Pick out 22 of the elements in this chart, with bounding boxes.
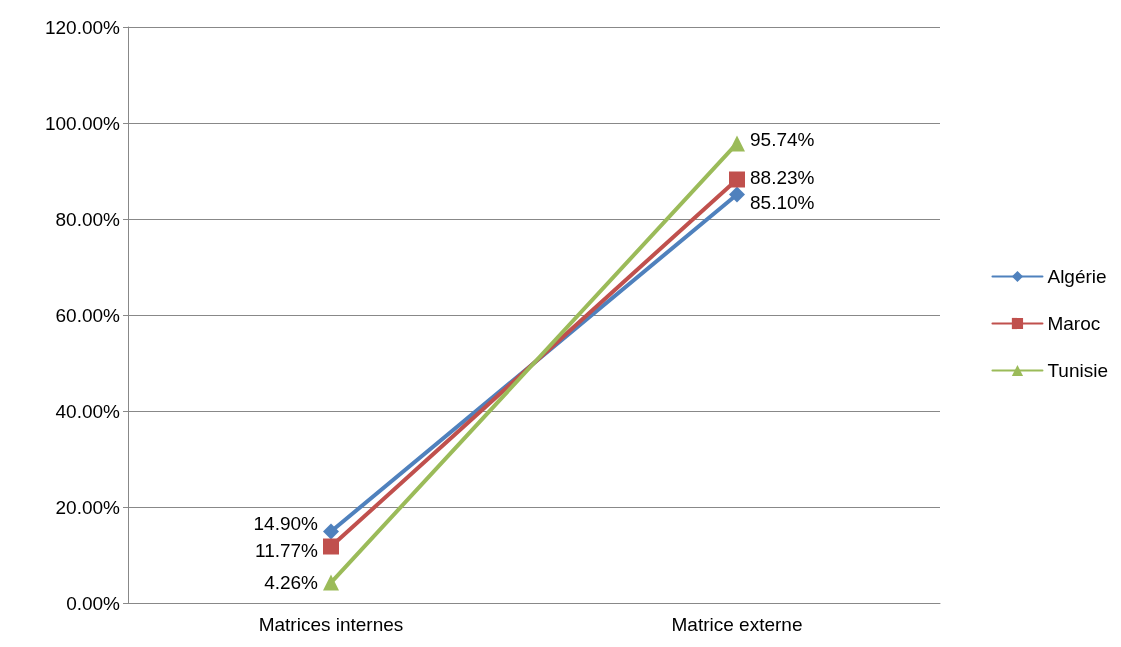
legend-label: Tunisie: [1047, 360, 1108, 381]
data-label: 85.10%: [750, 192, 815, 214]
y-tick-label: 80.00%: [55, 208, 121, 230]
y-tick-label: 100.00%: [44, 112, 121, 134]
x-tick-label: Matrices internes: [258, 614, 404, 635]
y-tick-label: 20.00%: [55, 496, 121, 518]
y-tick-label: 60.00%: [55, 304, 121, 326]
data-label: 14.90%: [253, 512, 319, 534]
data-label: 11.77%: [254, 540, 319, 561]
x-tick-label: Matrice externe: [671, 614, 803, 635]
y-tick-label: 120.00%: [44, 16, 121, 38]
y-tick-label: 0.00%: [66, 592, 121, 614]
point: [729, 186, 745, 203]
data-label: 4.26%: [264, 572, 319, 594]
legend-label: Algérie: [1047, 266, 1107, 287]
point: [323, 523, 339, 540]
data-label: 95.74%: [750, 128, 815, 150]
data-label: 88.23%: [750, 167, 815, 188]
point: [323, 538, 339, 555]
legend-label: Maroc: [1047, 313, 1101, 334]
y-tick-label: 40.00%: [55, 400, 121, 422]
point: [729, 171, 745, 188]
